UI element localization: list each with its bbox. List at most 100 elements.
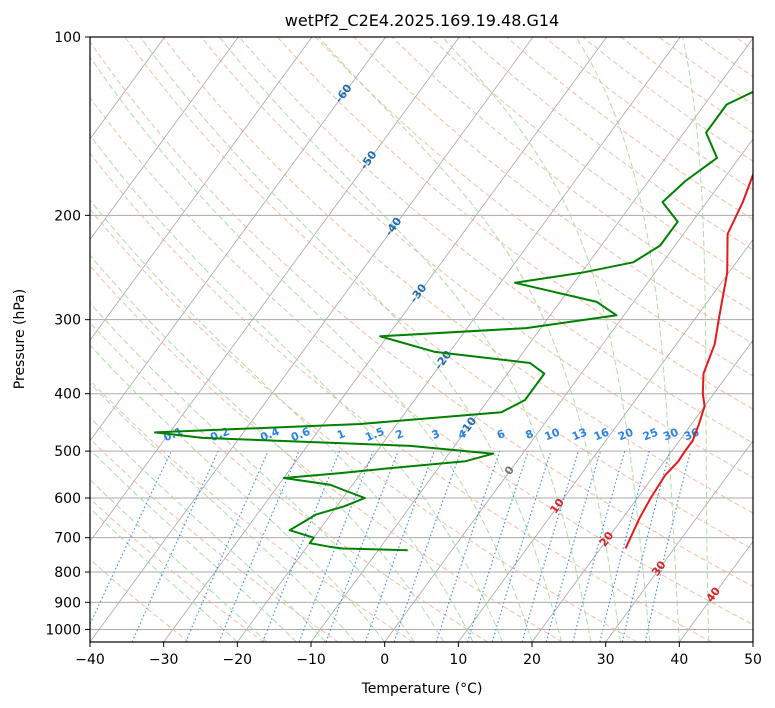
moist-adiabat <box>317 37 621 642</box>
mixing-ratio-line <box>599 450 650 642</box>
y-tick-label: 200 <box>54 208 81 224</box>
isotherm-line <box>384 138 753 642</box>
y-tick-label: 300 <box>54 313 81 329</box>
mixing-ratio-line <box>262 450 341 642</box>
dewpoint-profile-line <box>154 90 753 552</box>
temperature-profile-line <box>624 172 753 549</box>
mixing-ratio-line <box>185 450 269 642</box>
dry-adiabat <box>90 264 563 642</box>
isotherm-line <box>90 37 165 140</box>
y-tick-label: 100 <box>54 30 81 46</box>
mixing-ratio-lines <box>90 450 692 642</box>
dry-adiabat <box>90 379 414 642</box>
isotherm-label: -30 <box>407 281 429 305</box>
moist-adiabat <box>90 507 238 642</box>
mixing-ratio-line <box>218 450 300 642</box>
mixing-ratio-line <box>435 450 501 642</box>
mixing-ratio-line <box>572 450 626 642</box>
moist-adiabat-lines <box>90 37 710 642</box>
mixing-ratio-line <box>364 450 435 642</box>
profile-series <box>154 90 753 552</box>
dry-adiabat <box>90 96 753 626</box>
dry-adiabat-lines <box>90 37 753 642</box>
x-tick-label: −10 <box>296 652 326 668</box>
mixing-ratio-line <box>298 450 374 642</box>
x-tick-label: 20 <box>523 652 541 668</box>
moist-adiabat <box>90 56 533 642</box>
dry-adiabat <box>353 37 753 345</box>
x-tick-label: −30 <box>149 652 179 668</box>
mixing-ratio-label: 10 <box>543 426 562 444</box>
isotherm-line <box>90 37 239 241</box>
x-tick-label: 10 <box>449 652 467 668</box>
mixing-ratio-label: 1 <box>335 427 347 442</box>
mixing-ratio-label: 20 <box>616 426 635 444</box>
moist-adiabat <box>90 199 474 642</box>
mixing-ratio-line <box>521 450 579 642</box>
dry-adiabat <box>429 37 753 282</box>
x-tick-label: 40 <box>670 652 688 668</box>
moist-adiabat <box>441 37 651 642</box>
dry-adiabat <box>277 37 753 410</box>
dry-adiabat <box>162 37 753 514</box>
mixing-ratio-line <box>90 450 172 626</box>
mixing-ratio-label: 2 <box>394 427 406 442</box>
y-tick-label: 500 <box>54 444 81 460</box>
dry-adiabat <box>315 37 753 377</box>
moist-adiabat <box>90 478 268 642</box>
x-tick-label: −40 <box>75 652 105 668</box>
moist-adiabat <box>218 37 592 642</box>
dry-adiabat <box>90 152 712 642</box>
plot-frame <box>89 36 754 643</box>
isotherm-line <box>679 540 753 642</box>
isotherm-lines <box>90 37 753 642</box>
mixing-ratio-line <box>466 450 529 642</box>
y-tick-label: 600 <box>54 491 81 507</box>
mixing-ratio-line <box>621 450 671 642</box>
mixing-ratio-line <box>491 450 552 642</box>
mixing-ratio-line <box>545 450 602 642</box>
y-axis-ticks: 100 200 300 400 500 600 700 800 900 1000 <box>45 30 90 638</box>
y-tick-label: 1000 <box>45 622 81 638</box>
dry-adiabat <box>90 40 753 588</box>
isotherm-line <box>90 37 534 642</box>
isotherm-line <box>458 238 753 642</box>
mixing-ratio-label: 3 <box>430 427 442 442</box>
isotherm-line <box>531 339 753 642</box>
isotherm-label: -40 <box>382 215 404 239</box>
y-tick-label: 800 <box>54 565 81 581</box>
isotherm-line <box>310 37 753 642</box>
dry-adiabat <box>90 558 190 642</box>
mixing-ratio-line <box>393 450 462 642</box>
x-tick-label: 30 <box>597 652 615 668</box>
dry-adiabat <box>391 37 753 313</box>
moist-adiabat <box>90 416 327 642</box>
dry-adiabat <box>544 37 753 191</box>
moist-adiabat <box>90 448 297 642</box>
moist-adiabat <box>90 254 445 642</box>
y-tick-label: 700 <box>54 531 81 547</box>
isotherm-label: -50 <box>357 148 379 172</box>
isobar-gridlines <box>90 37 753 630</box>
dry-adiabat <box>90 438 339 642</box>
x-axis-label: Temperature (°C) <box>361 681 483 697</box>
moist-adiabat <box>90 382 356 642</box>
x-tick-label: 0 <box>380 652 389 668</box>
moist-adiabat <box>90 344 386 642</box>
dry-adiabat <box>124 37 753 550</box>
dry-adiabat <box>90 497 264 642</box>
mixing-ratio-line <box>131 450 219 642</box>
dry-adiabat <box>90 208 638 642</box>
mixing-ratio-label: 16 <box>592 426 611 444</box>
mixing-ratio-label: 1.5 <box>363 425 386 444</box>
mixing-ratio-label: 13 <box>570 426 589 444</box>
isotherm-line <box>90 37 386 442</box>
mixing-ratio-line <box>325 450 399 642</box>
moist-adiabat <box>682 37 710 642</box>
mixing-ratio-label: 25 <box>641 426 660 444</box>
mixing-ratio-label: 6 <box>495 427 507 442</box>
chart-title: wetPf2_C2E4.2025.169.19.48.G14 <box>285 11 559 31</box>
x-tick-label: −20 <box>223 652 253 668</box>
